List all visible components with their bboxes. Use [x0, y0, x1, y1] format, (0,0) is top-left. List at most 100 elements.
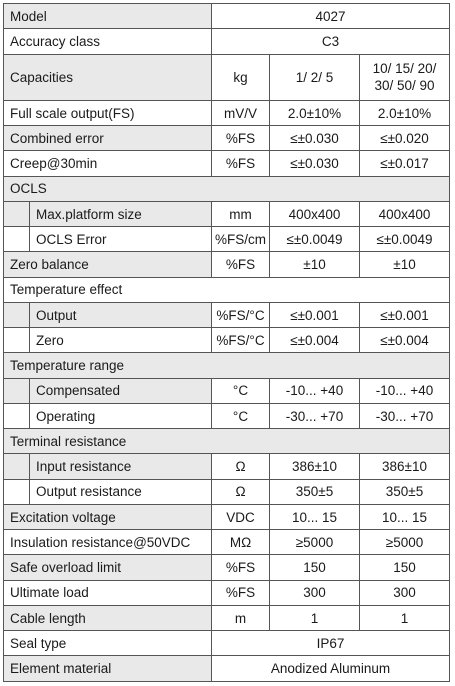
row-unit: mm	[211, 200, 270, 228]
row-unit: kg	[211, 53, 270, 101]
row-label: Operating	[29, 402, 212, 430]
indent-spacer	[3, 377, 30, 404]
row-value-large: ≤±0.001	[358, 301, 451, 329]
indent-spacer	[3, 402, 30, 430]
row-value-large: 400x400	[358, 200, 451, 228]
row-label: Element material	[3, 655, 212, 682]
table-row: Max.platform size mm 400x400 400x400	[3, 200, 451, 228]
row-value-large: ≤±0.0049	[358, 226, 451, 253]
row-value-large: 386±10	[358, 453, 451, 480]
row-value: Anodized Aluminum	[210, 655, 451, 682]
row-unit: mV/V	[211, 99, 270, 127]
row-value-small: ≥5000	[269, 529, 360, 556]
table-row: Temperature effect	[2, 276, 451, 303]
table-row: Accuracy class C3	[3, 28, 451, 55]
row-value-small: 150	[269, 554, 360, 581]
row-value-large: ≤±0.004	[358, 327, 451, 354]
row-label: Output resistance	[29, 478, 212, 505]
row-value-small: ≤±0.030	[269, 125, 360, 152]
row-label: Compensated	[29, 377, 212, 404]
row-value: C3	[210, 28, 451, 55]
table-row: Zero balance %FS ±10 ±10	[3, 251, 451, 278]
row-value-small: ±10	[269, 251, 360, 278]
indent-spacer	[3, 327, 30, 354]
row-label: Creep@30min	[3, 150, 212, 177]
row-value-large: 300	[358, 579, 451, 606]
row-value-small: -10... +40	[269, 377, 360, 404]
row-value-large: -10... +40	[358, 377, 451, 404]
row-label: Output	[29, 301, 212, 329]
row-value-small: 1/ 2/ 5	[269, 53, 360, 101]
indent-spacer	[3, 478, 30, 505]
indent-spacer	[3, 200, 30, 228]
row-value-small: 300	[269, 579, 360, 606]
row-unit: %FS	[211, 125, 270, 152]
section-label: Temperature range	[2, 352, 451, 379]
table-row: Terminal resistance	[2, 428, 451, 455]
row-unit: %FS	[211, 579, 270, 606]
table-row: Input resistance Ω 386±10 386±10	[3, 453, 451, 480]
row-value-small: 2.0±10%	[269, 99, 360, 127]
table-row: Creep@30min %FS ≤±0.030 ≤±0.017	[3, 150, 451, 177]
table-row: Model 4027	[3, 2, 451, 30]
table-row: Excitation voltage VDC 10... 15 10... 15	[3, 503, 451, 531]
table-row: Output resistance Ω 350±5 350±5	[3, 478, 451, 505]
row-unit: VDC	[211, 503, 270, 531]
table-row: Full scale output(FS) mV/V 2.0±10% 2.0±10%	[3, 99, 451, 127]
table-row: Capacities kg 1/ 2/ 5 10/ 15/ 20/ 30/ 50/ 9…	[3, 53, 451, 101]
table-row: Output %FS/°C ≤±0.001 ≤±0.001	[3, 301, 451, 329]
row-value-small: ≤±0.004	[269, 327, 360, 354]
table-row: OCLS Error %FS/cm ≤±0.0049 ≤±0.0049	[3, 226, 451, 253]
row-value-large: ≤±0.020	[358, 125, 451, 152]
indent-spacer	[3, 226, 30, 253]
row-value-small: 1	[269, 604, 360, 632]
row-unit: %FS	[211, 251, 270, 278]
row-unit: %FS/cm	[211, 226, 270, 253]
row-unit: %FS/°C	[211, 301, 270, 329]
section-label: Temperature effect	[2, 276, 451, 303]
table-row: Combined error %FS ≤±0.030 ≤±0.020	[3, 125, 451, 152]
row-label: Excitation voltage	[3, 503, 212, 531]
row-value: IP67	[210, 630, 451, 657]
row-label: Zero balance	[3, 251, 212, 278]
row-unit: %FS/°C	[211, 327, 270, 354]
row-value-small: ≤±0.001	[269, 301, 360, 329]
row-value-large: 150	[358, 554, 451, 581]
row-label: Insulation resistance@50VDC	[3, 529, 212, 556]
row-label: Ultimate load	[3, 579, 212, 606]
indent-spacer	[3, 453, 30, 480]
table-row: Temperature range	[2, 352, 451, 379]
table-row: Seal type IP67	[3, 630, 451, 657]
row-value-small: 10... 15	[269, 503, 360, 531]
row-unit: °C	[211, 402, 270, 430]
table-row: Operating °C -30... +70 -30... +70	[3, 402, 451, 430]
table-row: Cable length m 1 1	[3, 604, 451, 632]
table-row: Insulation resistance@50VDC MΩ ≥5000 ≥5000	[3, 529, 451, 556]
row-label: Safe overload limit	[3, 554, 212, 581]
row-unit: MΩ	[211, 529, 270, 556]
row-label: Combined error	[3, 125, 212, 152]
row-value-large: 350±5	[358, 478, 451, 505]
indent-spacer	[3, 301, 30, 329]
row-value-large: 10... 15	[358, 503, 451, 531]
row-label: Cable length	[3, 604, 212, 632]
row-unit: °C	[211, 377, 270, 404]
row-value-large: 10/ 15/ 20/ 30/ 50/ 90	[358, 53, 451, 101]
row-value-large: ±10	[358, 251, 451, 278]
row-unit: Ω	[211, 478, 270, 505]
row-label: Full scale output(FS)	[3, 99, 212, 127]
row-label: Max.platform size	[29, 200, 212, 228]
row-value-large: 1	[358, 604, 451, 632]
row-label: Input resistance	[29, 453, 212, 480]
row-label: Zero	[29, 327, 212, 354]
section-label: OCLS	[2, 175, 451, 202]
row-value-small: 386±10	[269, 453, 360, 480]
row-unit: %FS	[211, 554, 270, 581]
row-label: Capacities	[3, 53, 212, 101]
row-value-small: ≤±0.0049	[269, 226, 360, 253]
row-label: OCLS Error	[29, 226, 212, 253]
spec-table: Model 4027 Accuracy class C3 Capacities kg 1/ …	[2, 2, 451, 682]
table-row: Safe overload limit %FS 150 150	[3, 554, 451, 581]
row-value-small: ≤±0.030	[269, 150, 360, 177]
row-value-large: -30... +70	[358, 402, 451, 430]
